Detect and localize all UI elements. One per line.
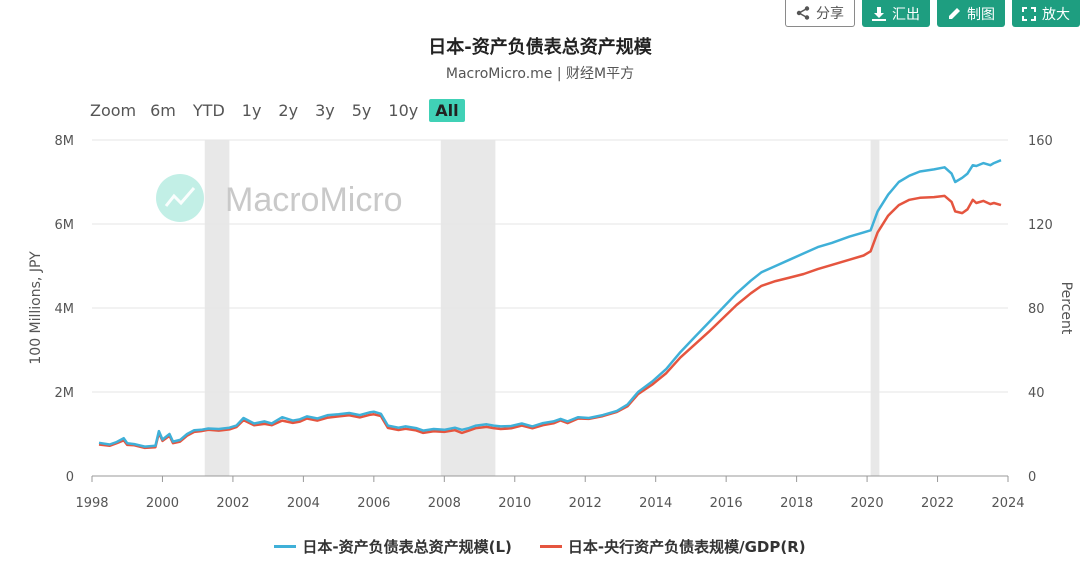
watermark-text: MacroMicro [225,181,403,219]
zoom-ytd-button[interactable]: YTD [192,101,225,120]
watermark-logo-icon [156,174,204,222]
zoom-1y-button[interactable]: 1y [241,101,262,120]
zoom-5y-button[interactable]: 5y [351,101,372,120]
series-line-gdp-ratio [98,194,1002,450]
x-tick-label: 2016 [710,496,743,511]
legend-label-total-assets: 日本-资产负债表总资产规模(L) [302,538,512,556]
x-tick-label: 2020 [851,496,884,511]
series-line-total-assets [98,159,1002,448]
legend-swatch-gdp-ratio [539,545,562,548]
y-right-tick-label: 40 [1028,386,1045,401]
chart-title: 日本-资产负债表总资产规模 [428,37,652,58]
y-left-tick-label: 6M [55,218,75,233]
legend-item-gdp-ratio[interactable]: 日本-央行资产负债表规模/GDP(R) [539,536,806,557]
y-right-tick-label: 160 [1028,134,1053,149]
zoom-10y-button[interactable]: 10y [388,101,419,120]
x-tick-label: 2008 [428,496,461,511]
export-label: 汇出 [892,6,920,23]
y-axis-left-label: 100 Millions, JPY [28,251,44,365]
expand-button[interactable]: 放大 [1012,0,1080,27]
y-left-tick-label: 8M [55,134,75,149]
x-tick-label: 2006 [357,496,390,511]
y-right-tick-label: 120 [1028,218,1053,233]
toolbar: 分享 汇出 制图 放大 [785,0,1080,27]
draw-button[interactable]: 制图 [937,0,1005,27]
x-tick-label: 1998 [75,496,108,511]
zoom-6m-button[interactable]: 6m [150,101,176,120]
share-icon [796,6,810,20]
x-tick-label: 2002 [216,496,249,511]
expand-label: 放大 [1042,6,1070,23]
zoom-all-button[interactable]: All [429,99,465,122]
x-tick-label: 2012 [569,496,602,511]
x-tick-label: 2010 [498,496,531,511]
x-tick-label: 2014 [639,496,672,511]
share-button[interactable]: 分享 [785,0,855,27]
x-tick-label: 2000 [146,496,179,511]
y-left-tick-label: 0 [66,470,74,485]
share-label: 分享 [816,6,844,22]
expand-icon [1022,6,1036,21]
y-right-tick-label: 80 [1028,302,1045,317]
y-left-tick-label: 2M [55,386,75,401]
export-button[interactable]: 汇出 [862,0,930,27]
zoom-3y-button[interactable]: 3y [315,101,335,120]
y-axis-right-label: Percent [1058,282,1074,335]
x-tick-label: 2004 [287,496,320,511]
legend-item-total-assets[interactable]: 日本-资产负债表总资产规模(L) [274,536,512,557]
download-icon [872,6,886,21]
legend-label-gdp-ratio: 日本-央行资产负债表规模/GDP(R) [567,538,806,556]
x-tick-label: 2024 [991,496,1024,511]
y-right-tick-label: 0 [1028,470,1036,485]
watermark: MacroMicro [156,174,403,222]
x-tick-label: 2022 [921,496,954,511]
x-tick-label: 2018 [780,496,813,511]
zoom-selector: Zoom 6m YTD 1y 2y 3y 5y 10y All [90,99,470,122]
legend: 日本-资产负债表总资产规模(L) 日本-央行资产负债表规模/GDP(R) [0,536,1080,557]
zoom-label: Zoom [90,101,137,120]
y-left-tick-label: 4M [55,302,75,317]
watermark-trend-icon [164,187,196,207]
chart-subtitle: MacroMicro.me | 财经M平方 [445,66,635,82]
pencil-icon [947,7,961,21]
draw-label: 制图 [967,6,995,23]
legend-swatch-total-assets [274,545,297,548]
zoom-2y-button[interactable]: 2y [278,101,299,120]
